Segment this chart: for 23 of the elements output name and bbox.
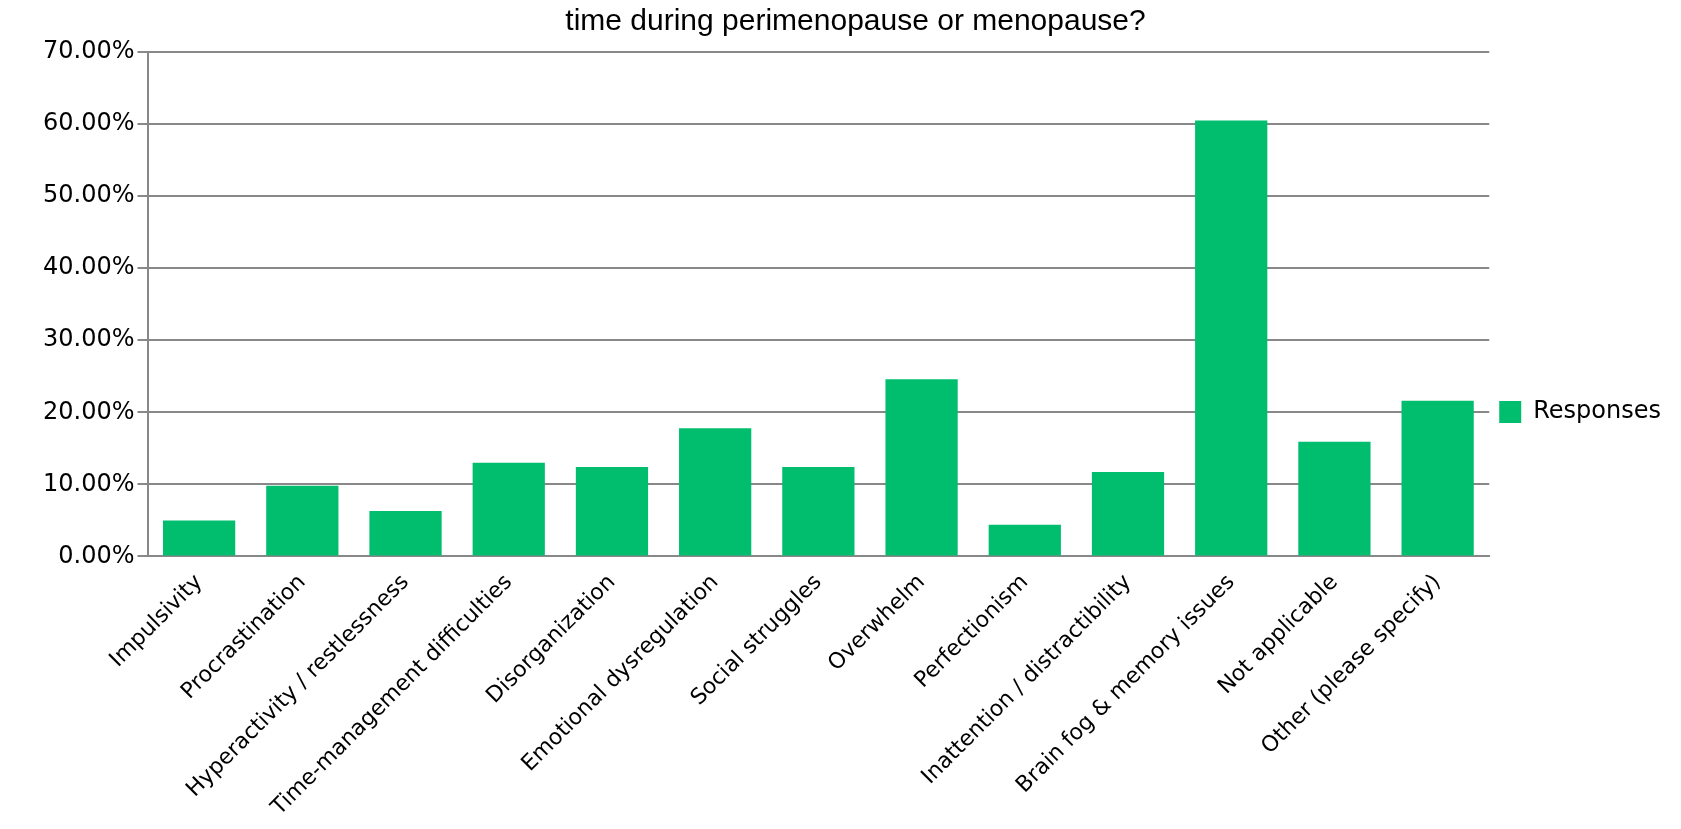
bar <box>988 524 1061 556</box>
bar <box>1091 472 1165 556</box>
bar <box>885 379 958 556</box>
y-tick-label: 30.00% <box>43 324 135 353</box>
y-tick-label: 60.00% <box>43 108 135 137</box>
legend-label: Responses <box>1533 396 1662 425</box>
chart-title: time during perimenopause or menopause? <box>565 3 1146 37</box>
bar <box>782 467 855 556</box>
bar <box>679 428 752 556</box>
y-tick-label: 0.00% <box>58 540 135 569</box>
bar <box>369 511 442 556</box>
bar <box>1401 400 1474 556</box>
bar <box>1298 441 1371 556</box>
bar <box>575 467 649 556</box>
y-tick-label: 40.00% <box>43 252 135 281</box>
y-tick-label: 20.00% <box>43 396 135 425</box>
bar <box>1195 120 1268 556</box>
bar <box>472 462 545 556</box>
y-tick-label: 10.00% <box>43 468 135 497</box>
bar <box>162 520 236 556</box>
y-tick-label: 70.00% <box>43 36 135 65</box>
bar <box>266 485 339 556</box>
y-tick-label: 50.00% <box>43 180 135 209</box>
